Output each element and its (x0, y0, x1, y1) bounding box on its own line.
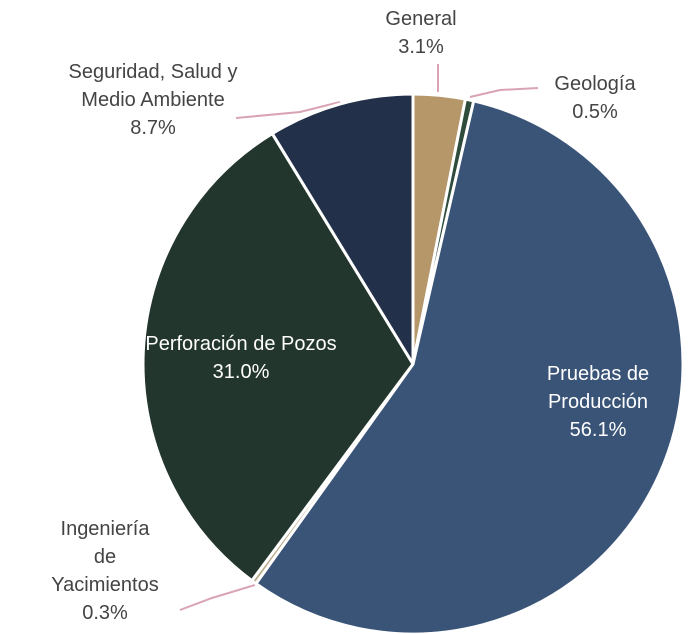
category-label: Ingeniería de Yacimientos (51, 518, 159, 596)
leader-line (469, 87, 539, 98)
leader-lines (179, 64, 539, 611)
leader-line (235, 101, 341, 119)
pie-slice (270, 92, 415, 366)
value-label: 56.1% (569, 419, 627, 441)
value-label: 0.3% (82, 602, 128, 624)
category-label: Pruebas de Producción (546, 363, 650, 413)
slices (141, 92, 685, 634)
slice-label: Pruebas de Producción 56.1% (518, 360, 678, 444)
category-label: Perforación de Pozos (145, 333, 337, 355)
value-label: 8.7% (130, 117, 176, 139)
slice-label: Perforación de Pozos 31.0% (141, 330, 341, 386)
slice-label: General 3.1% (341, 5, 501, 61)
leader-line (179, 584, 256, 611)
pie-slice (141, 132, 415, 583)
category-label: Seguridad, Salud y Medio Ambiente (68, 61, 238, 111)
pie-slice (254, 99, 685, 634)
slice-label: Seguridad, Salud y Medio Ambiente 8.7% (66, 58, 241, 142)
value-label: 31.0% (212, 361, 270, 383)
slice-label: Ingeniería de Yacimientos 0.3% (51, 515, 158, 627)
value-label: 3.1% (398, 36, 444, 58)
value-label: 0.5% (572, 101, 618, 123)
category-label: General (385, 8, 457, 30)
slice-label: Geología 0.5% (515, 70, 675, 126)
category-label: Geología (554, 73, 636, 95)
